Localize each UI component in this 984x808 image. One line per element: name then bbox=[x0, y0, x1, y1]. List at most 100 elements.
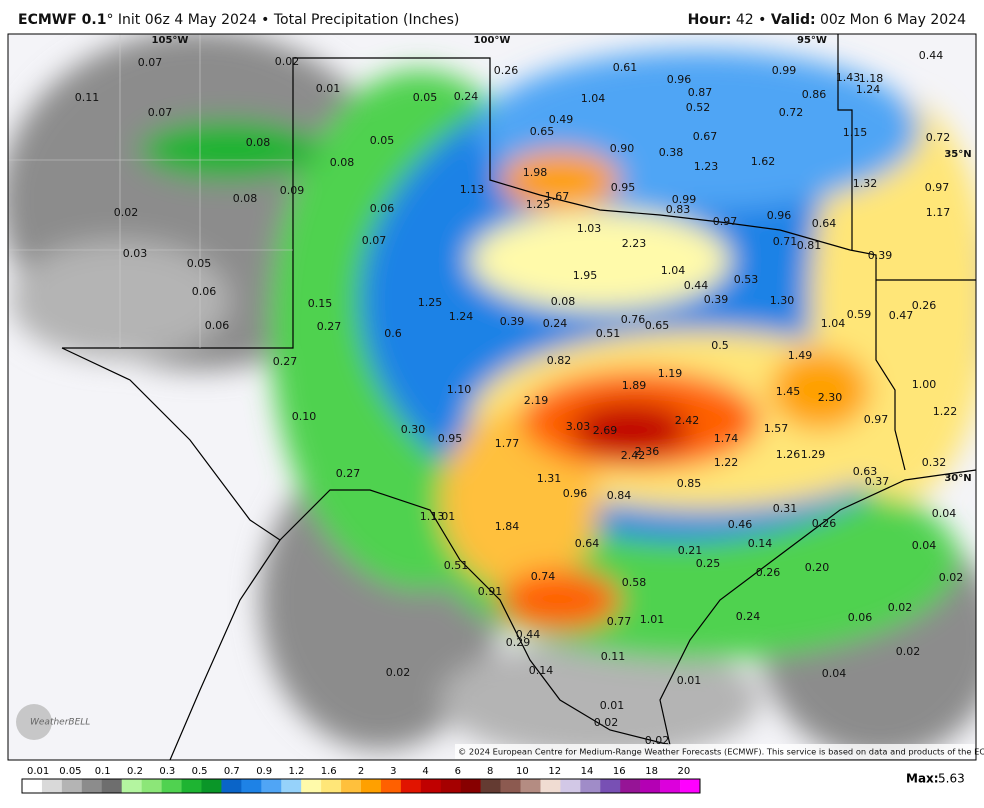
precip-label: 0.24 bbox=[543, 317, 568, 330]
precip-label: 0.02 bbox=[896, 645, 921, 658]
precip-label: 0.25 bbox=[696, 557, 721, 570]
credit: © 2024 European Centre for Medium-Range … bbox=[458, 747, 984, 757]
precip-label: 0.49 bbox=[549, 113, 574, 126]
max-value: 5.63 bbox=[938, 772, 965, 786]
precip-label: 1.29 bbox=[801, 448, 826, 461]
precip-label: 0.38 bbox=[659, 146, 684, 159]
precip-label: 1.43 bbox=[836, 71, 861, 84]
precip-label: 0.96 bbox=[767, 209, 792, 222]
precip-label: 3.03 bbox=[566, 420, 591, 433]
legend-tick-label: 20 bbox=[677, 766, 690, 777]
precip-label: 0.65 bbox=[645, 319, 670, 332]
graticule-label: 95°W bbox=[797, 35, 827, 46]
precip-label: 0.20 bbox=[805, 561, 830, 574]
boundaries bbox=[61, 34, 977, 761]
legend-swatch bbox=[400, 779, 422, 793]
legend-swatch bbox=[321, 779, 342, 793]
max-label: Max: bbox=[906, 772, 939, 786]
legend-swatch bbox=[660, 779, 681, 793]
precip-label: 0.10 bbox=[292, 410, 317, 423]
precip-label: 0.39 bbox=[500, 315, 525, 328]
precip-label: 0.63 bbox=[853, 465, 878, 478]
precip-label: 0.07 bbox=[148, 106, 173, 119]
legend-swatch bbox=[420, 779, 442, 793]
legend-swatch bbox=[41, 779, 63, 793]
precip-label: 0.90 bbox=[610, 142, 635, 155]
legend-tick-label: 2 bbox=[358, 766, 364, 777]
precip-label: 0.02 bbox=[275, 55, 300, 68]
precip-label: 0.27 bbox=[317, 320, 342, 333]
init-text: ° Init 06z 4 May 2024 • Total Precipitat… bbox=[106, 12, 460, 28]
precip-label: 0.65 bbox=[530, 125, 555, 138]
precip-label: 0.26 bbox=[494, 64, 519, 77]
precip-label: 0.64 bbox=[575, 537, 600, 550]
precip-label: 1.98 bbox=[523, 166, 548, 179]
precip-label: 0.87 bbox=[688, 86, 713, 99]
precip-label: 2.30 bbox=[818, 391, 843, 404]
precip-label: 1.24 bbox=[449, 310, 474, 323]
precip-label: 1.13 bbox=[460, 183, 485, 196]
precip-label: 2.23 bbox=[622, 237, 647, 250]
precip-label: 0.27 bbox=[336, 467, 361, 480]
precip-label: 1.03 bbox=[577, 222, 602, 235]
precip-label: 1.26 bbox=[776, 448, 801, 461]
graticule-label: 100°W bbox=[474, 35, 511, 46]
precip-label: 0.39 bbox=[868, 249, 893, 262]
precip-label: 0.14 bbox=[529, 664, 554, 677]
precip-label: 1.01 bbox=[640, 613, 665, 626]
precip-label: 0.61 bbox=[613, 61, 638, 74]
hour: 42 • bbox=[731, 12, 771, 28]
precip-label: 0.02 bbox=[594, 716, 619, 729]
precip-label: 2.19 bbox=[524, 394, 549, 407]
precip-label: 1.19 bbox=[658, 367, 683, 380]
logo: WeatherBELL bbox=[30, 718, 90, 728]
precip-label: 1.31 bbox=[537, 472, 562, 485]
precip-label: 0.26 bbox=[756, 566, 781, 579]
precip-label: 1.23 bbox=[694, 160, 719, 173]
legend-swatch bbox=[480, 779, 501, 793]
legend: 0.01 0.05 0.1 0.2 0.3 0.5 0.7 0.9 1.2 1.6 2 3 4 6 8 10 1… bbox=[21, 766, 701, 794]
precip-label: 0.52 bbox=[686, 101, 711, 114]
legend-swatch bbox=[361, 779, 382, 793]
graticule-label: 105°W bbox=[152, 35, 189, 46]
precip-label: 0.96 bbox=[667, 73, 692, 86]
legend-tick-label: 10 bbox=[516, 766, 529, 777]
legend-swatch bbox=[620, 779, 641, 793]
legend-swatch bbox=[580, 779, 601, 793]
precip-label: 1.62 bbox=[751, 155, 776, 168]
precip-label: 0.51 bbox=[444, 559, 469, 572]
precip-label: 0.01 bbox=[677, 674, 702, 687]
precip-label: 0.02 bbox=[939, 571, 964, 584]
precip-label: 1.89 bbox=[622, 379, 647, 392]
precip-label: 0.77 bbox=[607, 615, 632, 628]
precip-label: 1.77 bbox=[495, 437, 520, 450]
credit-bg bbox=[455, 744, 975, 759]
logo-icon bbox=[16, 704, 52, 740]
legend-tick-label: 0.7 bbox=[224, 766, 240, 777]
legend-tick-label: 4 bbox=[422, 766, 428, 777]
legend-swatch bbox=[281, 779, 302, 793]
precip-label: 0.91 bbox=[478, 585, 503, 598]
precip-label: 0.83 bbox=[666, 203, 691, 216]
precip-label: 1.84 bbox=[495, 520, 520, 533]
precip-label: 2.42 bbox=[675, 414, 700, 427]
precip-label: 0.58 bbox=[622, 576, 647, 589]
precip-label: 0.21 bbox=[678, 544, 703, 557]
legend-swatch bbox=[520, 779, 541, 793]
precip-label: 0.44 bbox=[684, 279, 709, 292]
precip-label: 1.10 bbox=[447, 383, 472, 396]
legend-swatch bbox=[261, 779, 282, 793]
precip-label: 0.46 bbox=[728, 518, 753, 531]
precip-label: 0.26 bbox=[812, 517, 837, 530]
precip-label: 1.00 bbox=[912, 378, 937, 391]
graticule-label: 30°N bbox=[944, 473, 971, 484]
legend-tick-label: 6 bbox=[455, 766, 461, 777]
legend-swatch bbox=[101, 779, 123, 793]
precip-label: 0.71 bbox=[773, 235, 798, 248]
precip-label: 1.67 bbox=[545, 190, 570, 203]
precip-label: 0.08 bbox=[233, 192, 258, 205]
valid-info: Hour: 42 • Valid: 00z Mon 6 May 2024 bbox=[688, 12, 966, 28]
valid: 00z Mon 6 May 2024 bbox=[815, 12, 966, 28]
precip-label: 1.22 bbox=[714, 456, 739, 469]
